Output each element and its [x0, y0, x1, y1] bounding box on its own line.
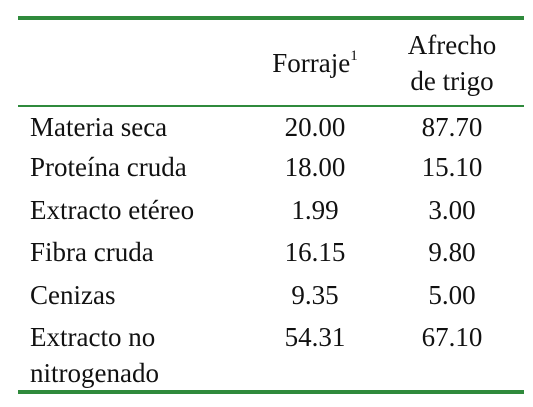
header-rule [18, 105, 524, 107]
bottom-rule [18, 390, 524, 394]
footnote-mark: 1 [350, 48, 358, 64]
value-cell: 3.00 [428, 195, 476, 225]
value-cell: 15.10 [421, 152, 483, 182]
value-cell: 9.35 [291, 280, 339, 310]
row-label: Fibra cruda [30, 237, 154, 267]
value-cell: 87.70 [421, 112, 483, 142]
header-cell: Forraje1 [255, 45, 375, 81]
value-cell: 16.15 [284, 237, 346, 267]
value-cell: 18.00 [284, 152, 346, 182]
header-text: Afrecho de trigo [407, 30, 497, 96]
row-label: Extracto no nitrogenado [30, 322, 159, 388]
value-cell: 5.00 [428, 280, 476, 310]
value-cell: 67.10 [421, 322, 483, 352]
value-cell: 9.80 [428, 237, 476, 267]
header-text: Forraje [272, 48, 351, 78]
header-cell: Afrecho de trigo [392, 27, 512, 99]
value-cell: 54.31 [284, 322, 346, 352]
top-rule [18, 16, 524, 20]
row-label: Proteína cruda [30, 152, 187, 182]
row-label: Cenizas [30, 280, 116, 310]
value-cell: 1.99 [291, 195, 339, 225]
row-label: Extracto etéreo [30, 195, 195, 225]
row-label: Materia seca [30, 112, 168, 142]
value-cell: 20.00 [284, 112, 346, 142]
